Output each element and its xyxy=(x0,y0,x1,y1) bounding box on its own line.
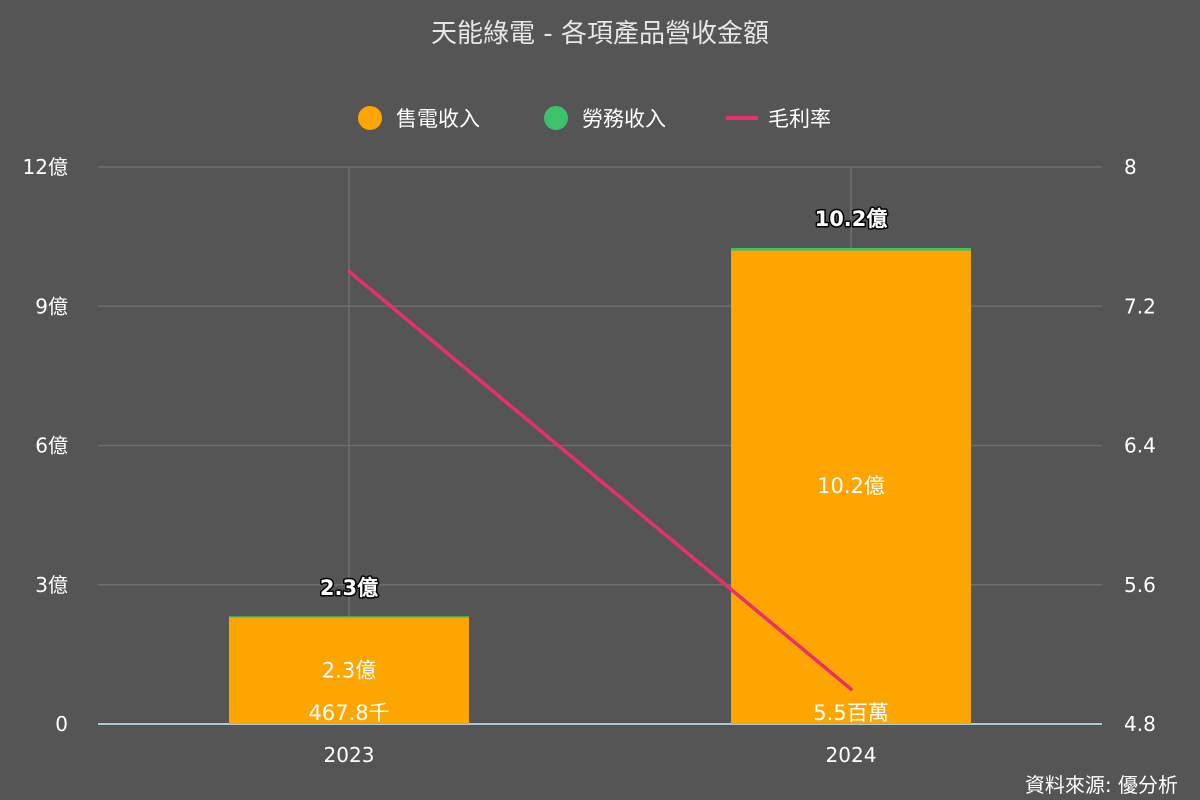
legend-label: 售電收入 xyxy=(396,107,480,131)
legend-swatch xyxy=(358,106,382,130)
chart-title: 天能綠電 - 各項產品營收金額 xyxy=(431,19,769,49)
legend-label: 毛利率 xyxy=(768,107,831,131)
bar-value-label: 10.2億 xyxy=(817,474,885,498)
y-left-tick-label: 12億 xyxy=(23,155,68,179)
data-labels: 2.3億 467.8千 2.3億 10.2億 5.5百萬 10.2億 xyxy=(308,205,888,725)
y-right-tick-label: 7.2 xyxy=(1124,294,1156,318)
source-note: 資料來源: 優分析 xyxy=(1025,773,1178,797)
bar-value-label-small: 5.5百萬 xyxy=(813,701,888,725)
y-right-tick-label: 8 xyxy=(1124,155,1137,179)
bar-value-label: 2.3億 xyxy=(322,659,376,683)
line-series xyxy=(347,269,853,691)
y-left-tick-label: 9億 xyxy=(35,294,68,318)
bars xyxy=(229,247,971,725)
bar-勞務收入-2024 xyxy=(731,247,971,251)
bar-value-label-small: 467.8千 xyxy=(308,701,389,725)
x-tick-label: 2024 xyxy=(826,743,877,767)
y-left-tick-label: 6億 xyxy=(35,434,68,458)
bar-勞務收入-2023 xyxy=(229,616,469,618)
axes: 0 3億 6億 9億 12億 4.8 5.6 6.4 7.2 8 2023 2024 xyxy=(23,155,1156,767)
bar-售電收入-2024 xyxy=(731,250,971,725)
y-right-tick-label: 4.8 xyxy=(1124,712,1156,736)
y-left-tick-label: 3億 xyxy=(35,573,68,597)
bar-售電收入-2023 xyxy=(229,617,469,724)
bar-total-label: 10.2億 xyxy=(815,207,888,231)
line-毛利率 xyxy=(347,269,853,691)
legend-swatch xyxy=(544,106,568,130)
y-left-tick-label: 0 xyxy=(55,712,68,736)
y-right-tick-label: 6.4 xyxy=(1124,434,1156,458)
x-tick-label: 2023 xyxy=(324,743,375,767)
bar-total-label: 2.3億 xyxy=(320,576,378,600)
y-right-tick-label: 5.6 xyxy=(1124,573,1156,597)
legend-label: 勞務收入 xyxy=(582,107,666,131)
legend: 售電收入 勞務收入 毛利率 xyxy=(358,106,831,131)
